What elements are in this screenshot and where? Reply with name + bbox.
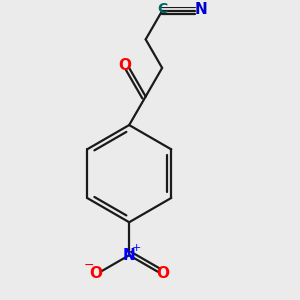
Text: N: N xyxy=(123,248,136,263)
Text: N: N xyxy=(194,2,207,17)
Text: C: C xyxy=(157,2,167,16)
Text: O: O xyxy=(89,266,102,281)
Text: O: O xyxy=(118,58,131,74)
Text: −: − xyxy=(84,259,94,272)
Text: +: + xyxy=(132,243,142,253)
Text: O: O xyxy=(156,266,170,281)
